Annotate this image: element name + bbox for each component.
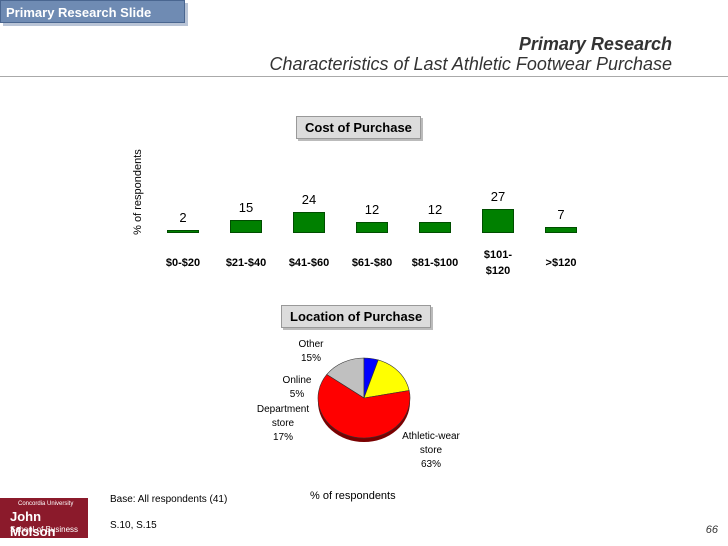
- bar-2: [293, 211, 325, 233]
- pie-chart-title: Location of Purchase: [281, 305, 432, 328]
- logo-line-2: John Molson: [10, 509, 56, 539]
- logo-line-1: Concordia University: [18, 501, 74, 507]
- pie-label-1: Department store 17%: [256, 404, 310, 443]
- bar-value-5: 27: [490, 189, 506, 204]
- bar-category-0: $0-$20: [165, 257, 201, 269]
- source-note: S.10, S.15: [110, 520, 157, 531]
- bar-chart-title: Cost of Purchase: [296, 116, 421, 139]
- bar-6: [545, 226, 577, 233]
- bar-value-0: 2: [179, 210, 187, 225]
- bar-value-4: 12: [427, 202, 443, 218]
- logo-line-3: School of Business: [10, 525, 79, 534]
- bar-value-6: 7: [557, 206, 565, 222]
- bar-category-3: $61-$80: [351, 257, 393, 269]
- bar-category-5: $101- $120: [483, 249, 513, 277]
- page-subtitle: Characteristics of Last Athletic Footwea…: [269, 54, 672, 74]
- pie-label-0: Athletic-wear store 63%: [402, 431, 460, 470]
- bar-category-6: >$120: [545, 257, 577, 269]
- bar-chart-ylabel: % of respondents: [132, 149, 144, 235]
- bar-category-4: $81-$100: [411, 257, 459, 269]
- slide-tag: Primary Research Slide: [0, 0, 185, 23]
- university-logo: Concordia University John Molson School …: [0, 498, 88, 539]
- bar-4: [419, 222, 451, 233]
- bar-1: [230, 219, 262, 233]
- bar-value-3: 12: [364, 202, 380, 218]
- pie-chart-xlabel: % of respondents: [310, 490, 396, 502]
- bar-value-1: 15: [238, 199, 254, 215]
- header-divider: [0, 76, 728, 77]
- bar-category-2: $41-$60: [288, 257, 330, 269]
- bar-3: [356, 222, 388, 233]
- pie-label-2: Online 5%: [282, 375, 312, 400]
- bar-category-1: $21-$40: [225, 257, 267, 269]
- base-note: Base: All respondents (41): [110, 494, 228, 505]
- pie-slice-1: [363, 359, 410, 399]
- page-number: 66: [705, 524, 718, 536]
- pie-label-3: Other 15%: [298, 339, 324, 364]
- page-title: Primary Research: [518, 34, 672, 54]
- bar-value-2: 24: [301, 191, 317, 207]
- bar-5: [482, 209, 514, 233]
- bar-0: [167, 230, 199, 233]
- pie-slice-2: [363, 357, 379, 399]
